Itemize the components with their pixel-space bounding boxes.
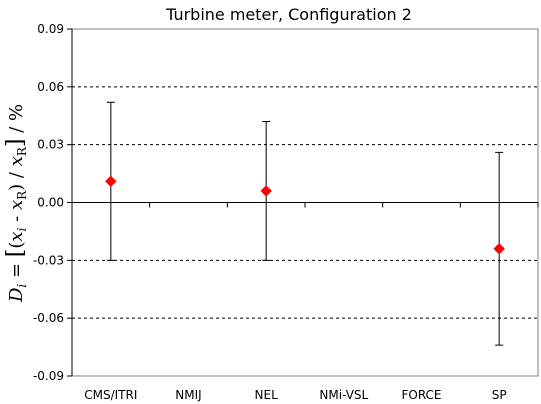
- ylabel-unit: / %: [6, 104, 27, 139]
- y-tick-label-0: 0.09: [37, 22, 64, 36]
- ylabel-d-sub: i: [15, 284, 29, 288]
- y-tick-label-2: 0.03: [37, 138, 64, 152]
- data-points: [105, 175, 505, 255]
- y-tick-label-3: 0.00: [37, 196, 64, 210]
- x-category-label-3: NMi-VSL: [319, 388, 368, 402]
- y-tick-label-6: -0.09: [33, 369, 64, 383]
- y-axis-label: Di = [(xi - xR) / xR] / %: [3, 104, 29, 303]
- ylabel-div: /: [6, 166, 27, 184]
- data-point-1: [260, 185, 272, 197]
- y-tick-label-5: -0.06: [33, 311, 64, 325]
- ylabel-rparen: ): [6, 184, 27, 191]
- ylabel-x-sub: i: [15, 227, 29, 231]
- ylabel-xref2: x: [6, 156, 27, 166]
- x-category-label-4: FORCE: [401, 388, 441, 402]
- ylabel-xref: x: [6, 200, 27, 210]
- chart-title: Turbine meter, Configuration 2: [165, 5, 412, 24]
- x-category-label-0: CMS/ITRI: [84, 388, 137, 402]
- y-tick-label-1: 0.06: [37, 80, 64, 94]
- x-category-label-5: SP: [492, 388, 507, 402]
- ylabel-eq: =: [6, 257, 27, 284]
- y-tick-label-4: -0.03: [33, 253, 64, 267]
- ylabel-rbracket: ]: [3, 138, 28, 147]
- ylabel-lbracket: [: [3, 249, 28, 258]
- svg-text:Di = [(xi - xR) / xR] / %: Di = [(xi - xR) / xR] / %: [3, 104, 29, 303]
- ylabel-x: x: [6, 231, 27, 241]
- ylabel-xref-sub: R: [15, 190, 29, 200]
- x-category-labels: CMS/ITRI NMIJ NEL NMi-VSL FORCE SP: [84, 388, 506, 402]
- axes: [67, 28, 539, 377]
- ylabel-xref2-sub: R: [15, 146, 29, 156]
- data-point-0: [105, 175, 117, 188]
- error-bars: [106, 101, 504, 346]
- y-tick-labels: 0.09 0.06 0.03 0.00 -0.03 -0.06 -0.09: [33, 22, 64, 383]
- ylabel-d: D: [6, 287, 27, 303]
- data-point-2: [493, 243, 505, 255]
- x-category-label-2: NEL: [255, 388, 279, 402]
- x-category-label-1: NMIJ: [175, 388, 201, 402]
- ylabel-lparen: (: [6, 242, 27, 249]
- ylabel-minus: -: [6, 210, 27, 228]
